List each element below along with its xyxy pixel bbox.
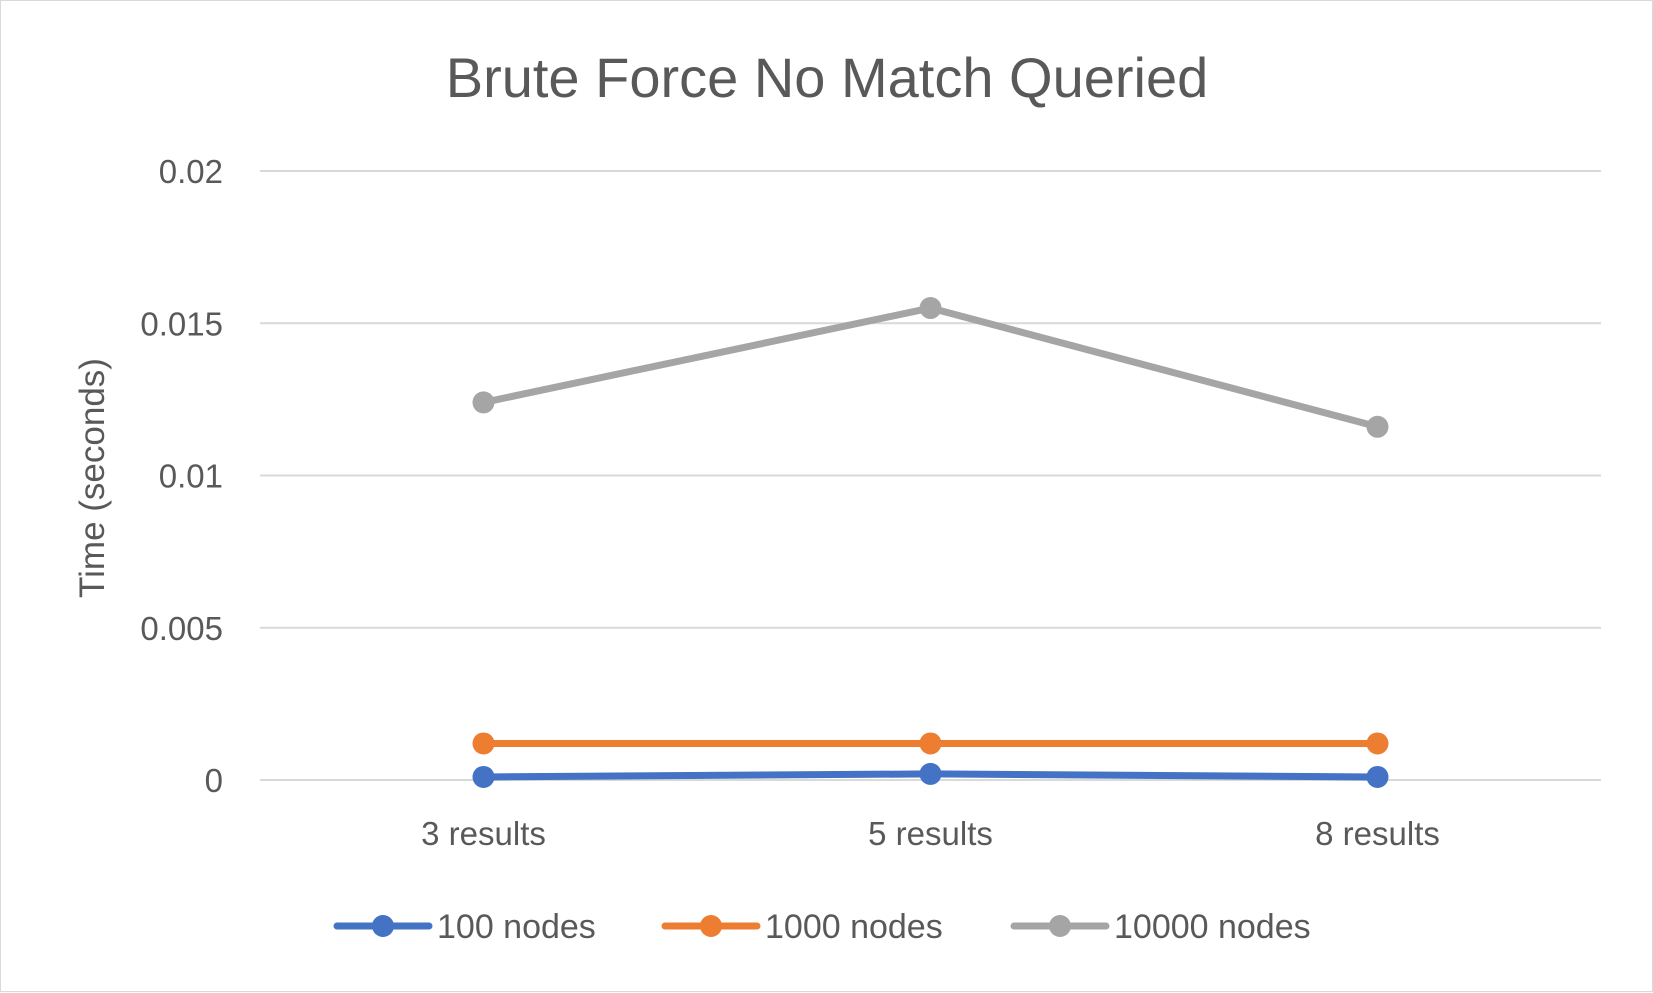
data-point [919, 732, 942, 755]
x-axis-ticks: 3 results 5 results 8 results [421, 815, 1440, 852]
x-tick-label: 5 results [868, 815, 993, 852]
y-tick-label: 0.02 [159, 153, 223, 190]
data-point [919, 297, 942, 320]
legend-item: 1000 nodes [661, 908, 943, 946]
x-tick-label: 3 results [421, 815, 546, 852]
data-point [472, 732, 495, 755]
series-group [472, 762, 1389, 788]
data-point [1366, 732, 1389, 755]
legend-label: 10000 nodes [1114, 908, 1311, 946]
legend-item: 10000 nodes [1010, 908, 1311, 946]
series-group [472, 732, 1389, 755]
legend-swatch-marker [700, 915, 722, 937]
y-tick-label: 0.01 [159, 458, 223, 495]
y-tick-label: 0 [205, 762, 223, 799]
legend-swatch-marker [1049, 915, 1071, 937]
chart-title: Brute Force No Match Queried [446, 46, 1209, 109]
data-point [472, 765, 495, 788]
y-axis-ticks: 0 0.005 0.01 0.015 0.02 [140, 153, 223, 799]
series-group [472, 297, 1389, 438]
legend-item: 100 nodes [333, 908, 596, 946]
x-tick-label: 8 results [1315, 815, 1440, 852]
gridlines [260, 170, 1601, 781]
legend-swatch-marker [372, 915, 394, 937]
y-tick-label: 0.005 [140, 610, 223, 647]
legend-label: 100 nodes [437, 908, 596, 946]
data-point [919, 762, 942, 785]
data-point [1366, 765, 1389, 788]
series-line [480, 304, 1381, 431]
series-lines [472, 297, 1389, 788]
legend-label: 1000 nodes [765, 908, 943, 946]
y-tick-label: 0.015 [140, 305, 223, 342]
data-point [472, 391, 495, 414]
y-axis-label: Time (seconds) [73, 358, 112, 598]
data-point [1366, 415, 1389, 438]
legend: 100 nodes 1000 nodes 10000 nodes [333, 908, 1311, 946]
